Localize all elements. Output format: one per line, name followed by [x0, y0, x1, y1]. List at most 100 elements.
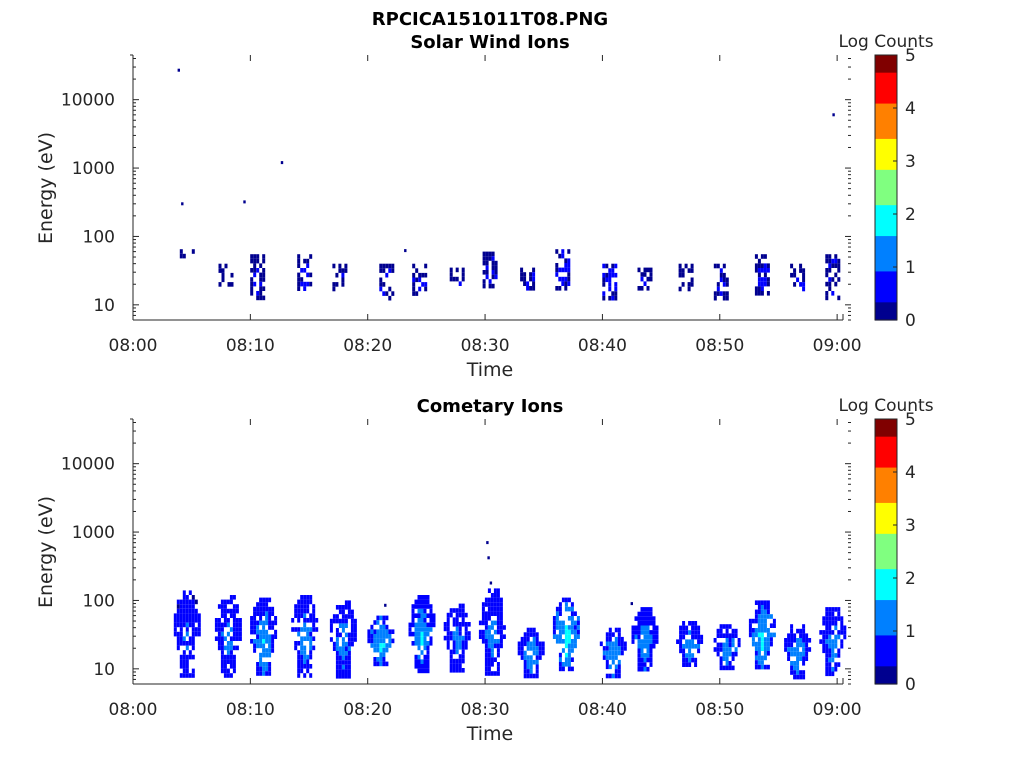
data-cell [220, 622, 224, 628]
data-cell [679, 630, 683, 635]
data-cell [722, 263, 726, 269]
data-cell [265, 648, 269, 653]
data-cell [754, 254, 758, 259]
data-cell [694, 644, 698, 649]
data-cell [256, 254, 260, 259]
data-cell [725, 665, 729, 671]
data-cell [602, 263, 606, 269]
data-cell [637, 620, 641, 626]
data-cell [223, 645, 227, 651]
data-cell [763, 651, 767, 656]
data-cell [461, 640, 465, 645]
figure-title: RPCICA151011T08.PNG [372, 9, 608, 30]
data-cell [825, 662, 829, 667]
data-cell [614, 669, 618, 674]
data-cell [828, 616, 832, 621]
data-cell [520, 646, 524, 651]
data-cell [526, 641, 530, 647]
data-cell [449, 663, 453, 668]
data-cell [555, 611, 559, 616]
data-cell [558, 611, 562, 616]
data-cell [185, 645, 189, 651]
data-cell [382, 638, 386, 644]
data-cell [338, 605, 342, 610]
data-cell [223, 618, 227, 623]
data-cell [655, 639, 659, 644]
data-cell [303, 281, 307, 287]
data-cell [805, 638, 809, 643]
data-cell [728, 661, 732, 666]
data-cell [353, 623, 357, 628]
data-cell [719, 661, 723, 666]
data-cell [541, 641, 545, 647]
data-cell [297, 673, 301, 678]
data-cell [417, 654, 421, 660]
ion-burst [520, 267, 536, 291]
data-cell [265, 639, 269, 644]
data-cell [646, 276, 650, 282]
data-cell [338, 669, 342, 674]
data-cell [274, 616, 278, 621]
data-cell [769, 614, 773, 619]
data-cell [414, 636, 418, 641]
data-cell [481, 634, 485, 639]
data-cell [411, 631, 415, 637]
data-cell [411, 618, 415, 623]
data-cell [238, 636, 242, 641]
data-cell [496, 620, 500, 626]
data-cell [825, 653, 829, 658]
data-cell [461, 668, 465, 673]
data-cell [455, 608, 459, 613]
data-cell [487, 666, 491, 672]
data-cell [523, 632, 527, 637]
data-cell [652, 625, 656, 631]
data-cell [429, 622, 433, 628]
data-cell [306, 604, 310, 609]
panel-cometary-ions: Cometary Ions Log Counts Time Energy (eV… [35, 396, 934, 745]
data-cell [558, 629, 562, 635]
data-cell [748, 623, 752, 628]
data-cell [766, 664, 770, 670]
data-cell [217, 622, 221, 628]
colorbar-swatch [875, 302, 897, 308]
data-cell [754, 660, 758, 665]
data-cell [417, 599, 421, 605]
data-cell [344, 641, 348, 647]
data-cell [417, 627, 421, 632]
data-cell [373, 629, 377, 634]
data-cell [731, 633, 735, 638]
data-cell [455, 640, 459, 645]
data-cell [643, 662, 647, 667]
data-cell [391, 263, 395, 269]
data-cell [484, 671, 488, 676]
data-cell [840, 616, 844, 621]
data-cell [370, 643, 374, 648]
data-cell [649, 657, 653, 663]
data-cell [335, 651, 339, 656]
data-cell [347, 669, 351, 674]
data-cell [420, 668, 424, 674]
data-cell [214, 636, 218, 641]
data-cell [259, 602, 263, 607]
data-cell [423, 613, 427, 618]
data-cell [760, 286, 764, 291]
data-cell [837, 653, 841, 658]
data-cell [449, 276, 453, 282]
data-cell [338, 609, 342, 615]
data-cell [309, 636, 313, 641]
data-cell [329, 637, 333, 642]
colorbar-swatch [875, 231, 897, 237]
panel-title: Cometary Ions [417, 396, 564, 417]
data-cell [760, 655, 764, 661]
data-cell [262, 666, 266, 672]
data-cell [458, 668, 462, 673]
data-cell [424, 282, 428, 287]
data-cell [694, 630, 698, 635]
data-cell [417, 595, 421, 600]
data-cell [828, 653, 832, 658]
data-cell [558, 666, 562, 672]
data-cell [220, 641, 224, 646]
data-cell [728, 624, 732, 629]
data-cell [300, 659, 304, 664]
data-cell [713, 295, 717, 301]
